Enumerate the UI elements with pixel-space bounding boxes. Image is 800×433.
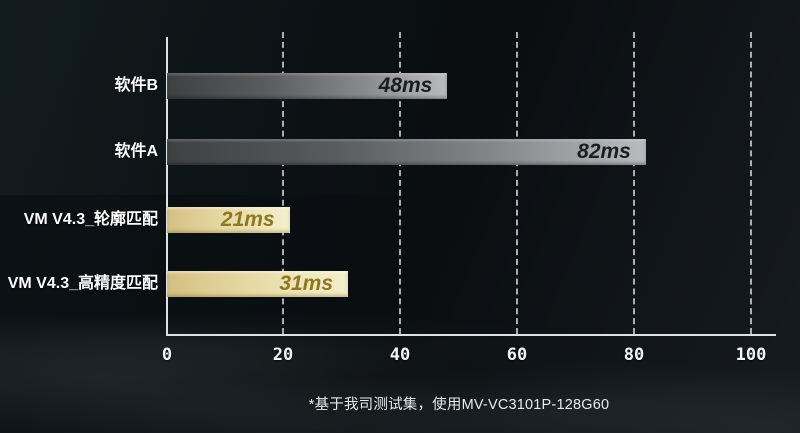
category-label-vm-high-precision-match: VM V4.3_高精度匹配	[7, 275, 158, 292]
y-axis-line	[166, 37, 168, 335]
category-label-software-b: 软件B	[114, 77, 158, 94]
bar-value-label: 48ms	[378, 74, 433, 97]
x-tick-60: 60	[506, 345, 528, 365]
bar-vm-contour-match: 21ms	[167, 207, 290, 233]
x-axis-line	[166, 334, 776, 336]
x-tick-80: 80	[623, 345, 645, 365]
gridline-80	[633, 32, 635, 334]
gridline-60	[516, 32, 518, 334]
gridline-20	[282, 32, 284, 334]
category-label-vm-contour-match: VM V4.3_轮廓匹配	[23, 211, 158, 228]
bar-vm-high-precision-match: 31ms	[167, 271, 349, 297]
x-tick-40: 40	[389, 345, 411, 365]
plot-area: 48ms 82ms 21ms 31ms	[167, 35, 751, 335]
bar-software-b: 48ms	[167, 73, 448, 99]
bar-value-label: 21ms	[220, 208, 275, 231]
x-tick-0: 0	[161, 345, 173, 365]
bar-software-a: 82ms	[167, 139, 646, 165]
x-tick-100: 100	[735, 345, 767, 365]
x-tick-20: 20	[272, 345, 294, 365]
footnote: *基于我司测试集，使用MV-VC3101P-128G60	[308, 397, 610, 413]
gridline-100	[750, 32, 752, 334]
category-label-software-a: 软件A	[114, 143, 158, 160]
bar-value-label: 31ms	[279, 272, 334, 295]
gridline-40	[399, 32, 401, 334]
bar-value-label: 82ms	[577, 140, 631, 163]
